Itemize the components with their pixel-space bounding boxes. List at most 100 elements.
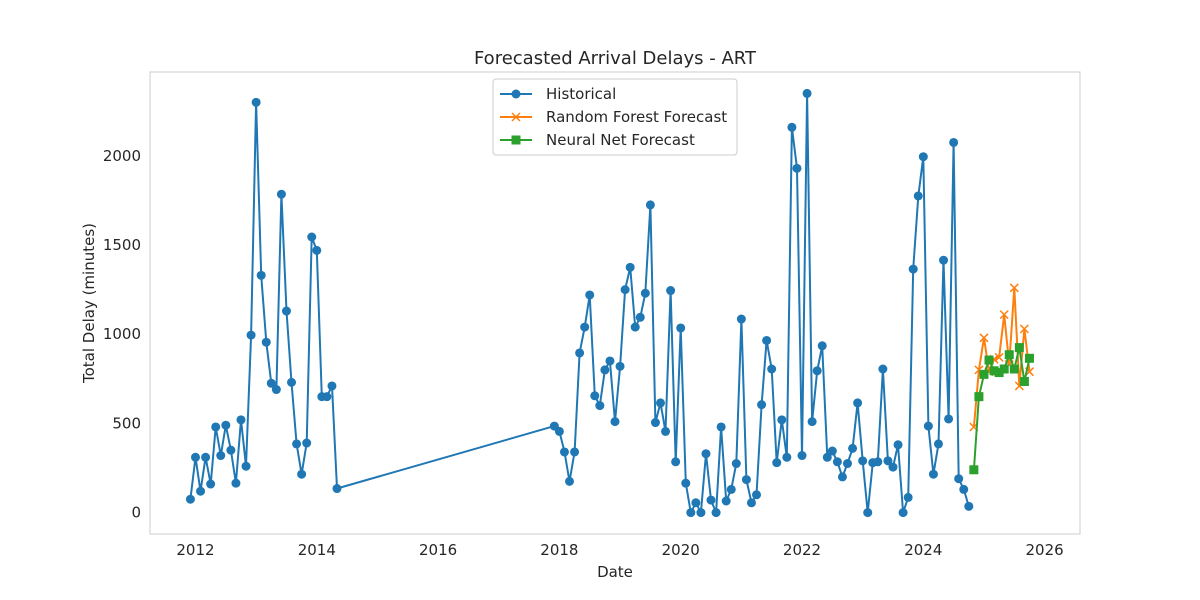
x-tick-label: 2020 — [662, 541, 700, 559]
data-point — [585, 290, 595, 300]
data-point — [196, 486, 206, 496]
data-point — [620, 285, 630, 295]
data-point — [832, 457, 842, 467]
data-point — [1009, 283, 1019, 293]
x-tick-label: 2016 — [419, 541, 457, 559]
data-point — [256, 270, 266, 280]
data-point — [787, 122, 797, 132]
data-point — [721, 496, 731, 506]
data-point — [251, 97, 261, 107]
data-point — [893, 440, 903, 450]
data-point — [327, 381, 337, 391]
data-point — [822, 452, 832, 462]
data-point — [570, 447, 580, 457]
legend-entry-random-forest-forecast: Random Forest Forecast — [500, 108, 727, 126]
data-point — [681, 478, 691, 488]
data-point — [1014, 343, 1024, 353]
y-tick-label: 2000 — [103, 147, 141, 165]
data-point — [984, 355, 994, 365]
data-point — [923, 421, 933, 431]
data-point — [959, 484, 969, 494]
data-point — [590, 391, 600, 401]
data-point — [964, 501, 974, 511]
data-point — [661, 426, 671, 436]
data-point — [928, 469, 938, 479]
data-point — [817, 341, 827, 351]
data-point — [302, 438, 312, 448]
data-point — [918, 152, 928, 162]
data-point — [999, 364, 1009, 374]
data-point — [650, 418, 660, 428]
data-point — [645, 200, 655, 210]
data-point — [1004, 350, 1014, 360]
data-point — [276, 189, 286, 199]
data-point — [903, 492, 913, 502]
data-point — [605, 356, 615, 366]
data-point — [231, 478, 241, 488]
data-point — [281, 306, 291, 316]
data-point — [565, 476, 575, 486]
data-point — [206, 479, 216, 489]
series-historical — [185, 88, 974, 518]
data-point — [236, 415, 246, 425]
data-point — [782, 452, 792, 462]
x-axis-ticks: 2012 2014 2016 2018 2020 2022 2024 2026 — [176, 541, 1063, 559]
data-point — [610, 417, 620, 427]
y-tick-label: 0 — [131, 504, 141, 522]
data-point — [711, 508, 721, 518]
data-point — [954, 474, 964, 484]
data-point — [939, 255, 949, 265]
data-point — [858, 456, 868, 466]
legend: Historical Random Forest Forecast Neural N… — [492, 78, 738, 156]
data-point — [271, 385, 281, 395]
data-point — [190, 452, 200, 462]
data-point — [312, 245, 322, 255]
x-tick-label: 2012 — [176, 541, 214, 559]
data-point — [908, 264, 918, 274]
data-point — [731, 459, 741, 469]
data-point — [802, 88, 812, 98]
data-point — [873, 457, 883, 467]
data-point — [767, 364, 777, 374]
data-point — [999, 310, 1009, 320]
data-point — [266, 378, 276, 388]
data-point — [287, 377, 297, 387]
y-tick-label: 500 — [112, 414, 141, 432]
legend-entries: Historical Random Forest Forecast Neural N… — [500, 85, 727, 149]
data-point — [736, 314, 746, 324]
data-point — [554, 426, 564, 436]
data-point — [746, 498, 756, 508]
data-point — [706, 495, 716, 505]
data-point — [843, 459, 852, 469]
data-point — [898, 508, 908, 518]
data-point — [676, 323, 686, 333]
data-point — [332, 484, 342, 494]
data-point — [1024, 353, 1034, 363]
y-axis-label: Total Delay (minutes) — [80, 223, 98, 384]
data-point — [812, 366, 822, 376]
data-point — [211, 422, 221, 432]
data-point — [600, 365, 610, 375]
data-point — [221, 420, 231, 430]
legend-marker — [511, 89, 521, 99]
data-point — [671, 457, 681, 467]
x-axis-label: Date — [597, 563, 633, 581]
data-point — [741, 475, 751, 485]
data-point — [686, 508, 696, 518]
data-point — [1019, 324, 1029, 334]
data-point — [185, 494, 195, 504]
data-point — [701, 449, 711, 459]
data-point — [848, 443, 858, 453]
data-point — [292, 439, 302, 449]
data-point — [949, 137, 959, 147]
data-point — [772, 458, 782, 468]
data-point — [888, 462, 898, 472]
data-point — [1009, 364, 1019, 374]
legend-entry-neural-net-forecast: Neural Net Forecast — [500, 131, 695, 149]
data-point — [969, 465, 979, 475]
legend-marker — [511, 135, 521, 145]
data-point — [797, 451, 807, 461]
data-point — [944, 414, 954, 424]
data-point — [726, 484, 736, 494]
